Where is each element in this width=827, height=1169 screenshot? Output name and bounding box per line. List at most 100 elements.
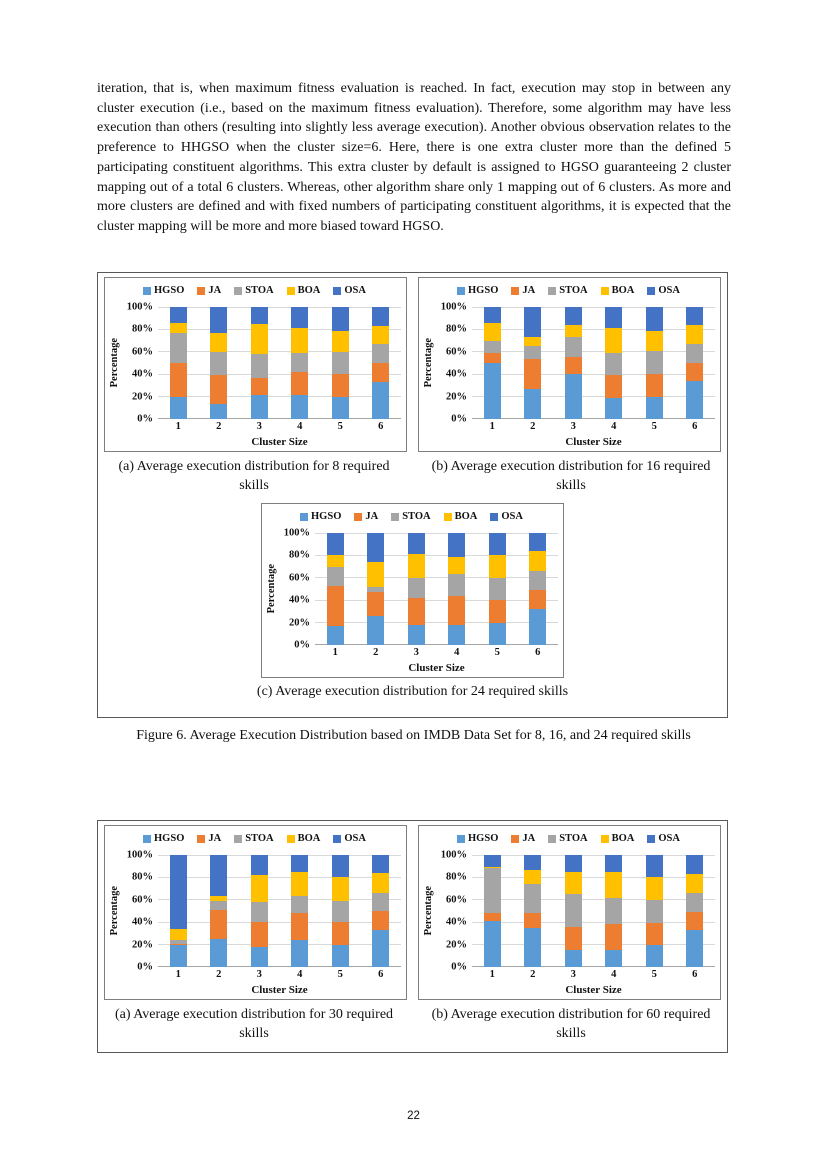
bar-segment-hgso	[331, 944, 349, 967]
y-axis-title-cell: Percentage	[422, 307, 435, 419]
bar-segment-osa	[483, 307, 501, 323]
bar-segment-stoa	[169, 332, 187, 364]
legend-item-hgso: HGSO	[143, 285, 184, 296]
chart-legend: HGSO JA STOA BOA OSA	[108, 829, 401, 848]
bar-group	[239, 855, 280, 967]
legend-swatch-icon	[333, 834, 342, 843]
stacked-bar	[524, 307, 542, 419]
stacked-bar	[529, 533, 547, 645]
y-tick-label: 100%	[126, 301, 153, 313]
bar-segment-hgso	[210, 939, 228, 967]
legend-label: JA	[522, 285, 536, 296]
bar-segment-boa	[291, 328, 309, 353]
x-axis-line	[472, 966, 715, 967]
bar-segment-stoa	[291, 352, 309, 372]
bar-segment-osa	[169, 307, 187, 323]
legend-swatch-icon	[647, 286, 656, 295]
x-tick-label: 1	[175, 420, 181, 432]
x-tick-label: 3	[570, 968, 576, 980]
bar-segment-hgso	[407, 624, 425, 645]
chart-area: Percentage 0% 20% 40% 60% 80% 100% 1 2 3 4 5 6 Cluste…	[422, 850, 715, 997]
y-tick-label: 60%	[289, 572, 310, 584]
gridline	[472, 899, 715, 901]
chart-30-required-skills: HGSO JA STOA BOA OSA Percentage 0% 20% 40% 60% 80%…	[104, 825, 407, 1000]
legend-swatch-icon	[354, 512, 363, 521]
bar-segment-boa	[686, 874, 704, 894]
stacked-bar	[524, 855, 542, 967]
legend-item-ja: JA	[197, 833, 221, 844]
bar-segment-hgso	[605, 397, 623, 419]
x-tick-label: 5	[494, 646, 500, 658]
legend-item-stoa: STOA	[548, 833, 588, 844]
legend-item-boa: BOA	[286, 833, 320, 844]
bar-segment-stoa	[210, 900, 228, 910]
bar-segment-hgso	[372, 382, 390, 419]
bar-group	[553, 307, 594, 419]
bar-segment-boa	[564, 324, 582, 338]
bar-segment-ja	[210, 909, 228, 939]
plot-area	[472, 854, 715, 967]
bar-segment-stoa	[483, 340, 501, 353]
legend-swatch-icon	[286, 834, 295, 843]
bar-segment-hgso	[250, 395, 268, 419]
stacked-bar	[210, 855, 228, 967]
y-tick-label: 80%	[132, 871, 153, 883]
bar-segment-ja	[331, 922, 349, 945]
stacked-bar	[250, 855, 268, 967]
legend-item-ja: JA	[511, 833, 535, 844]
bar-segment-boa	[524, 869, 542, 885]
bar-group	[158, 855, 199, 967]
bar-segment-stoa	[605, 352, 623, 376]
bar-segment-hgso	[448, 624, 466, 645]
y-tick-label: 40%	[446, 916, 467, 928]
bar-group	[396, 533, 437, 645]
bar-segment-stoa	[169, 940, 187, 944]
bar-group	[199, 855, 240, 967]
stacked-bar	[605, 855, 623, 967]
stacked-bar	[483, 855, 501, 967]
bar-segment-ja	[529, 590, 547, 610]
bar-segment-ja	[605, 375, 623, 398]
subcaption-a-8-skills: (a) Average execution distribution for 8…	[118, 459, 390, 493]
x-tick-label: 2	[530, 968, 536, 980]
y-tick-label: 100%	[126, 849, 153, 861]
subcaption-b-60-skills: (b) Average execution distribution for 6…	[431, 1007, 711, 1041]
gridline	[158, 876, 401, 878]
bar-groups	[158, 855, 401, 967]
chart-legend: HGSO JA STOA BOA OSA	[108, 281, 401, 300]
stacked-bar	[326, 533, 344, 645]
chart-legend: HGSO JA STOA BOA OSA	[422, 829, 715, 848]
bar-segment-ja	[210, 375, 228, 405]
legend-label: BOA	[297, 285, 321, 296]
bar-segment-osa	[564, 307, 582, 325]
y-tick-label: 0%	[294, 639, 310, 651]
bar-segment-hgso	[564, 374, 582, 419]
stacked-bar	[372, 855, 390, 967]
bar-segment-boa	[483, 322, 501, 341]
y-tick-label: 40%	[289, 594, 310, 606]
legend-item-ja: JA	[197, 285, 221, 296]
stacked-bar	[564, 307, 582, 419]
y-axis-title-cell: Percentage	[108, 855, 121, 967]
legend-label: HGSO	[154, 833, 185, 844]
bar-segment-boa	[250, 323, 268, 355]
bar-group	[280, 855, 321, 967]
subcaption-b-16-skills: (b) Average execution distribution for 1…	[431, 459, 711, 493]
bar-segment-osa	[524, 855, 542, 870]
stacked-bar	[291, 307, 309, 419]
legend-label: OSA	[344, 285, 366, 296]
legend-swatch-icon	[143, 834, 152, 843]
bar-segment-stoa	[326, 566, 344, 586]
stacked-bar	[564, 855, 582, 967]
legend-item-boa: BOA	[443, 511, 477, 522]
bar-group	[518, 533, 559, 645]
x-tick-label: 3	[256, 968, 262, 980]
bar-segment-boa	[645, 877, 663, 900]
legend-swatch-icon	[234, 834, 243, 843]
bar-segment-ja	[291, 913, 309, 941]
bar-segment-ja	[483, 352, 501, 363]
y-axis-title: Percentage	[109, 886, 120, 936]
legend-item-hgso: HGSO	[300, 511, 341, 522]
bar-segment-osa	[605, 855, 623, 872]
y-tick-label: 60%	[446, 894, 467, 906]
